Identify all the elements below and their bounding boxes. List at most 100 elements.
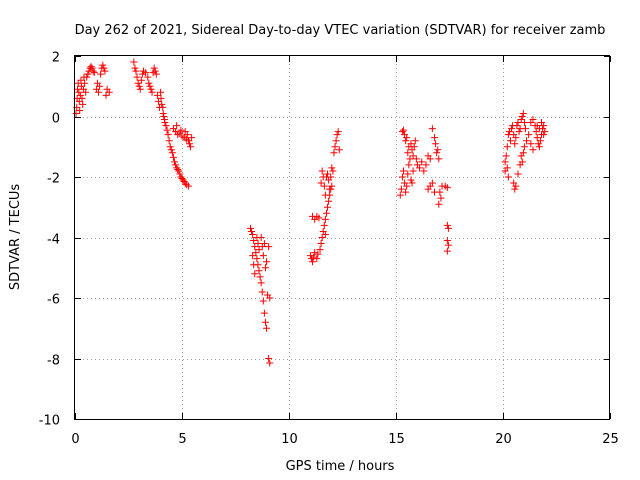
data-point <box>521 125 529 133</box>
data-point <box>416 164 424 172</box>
data-point <box>523 137 531 145</box>
data-point <box>160 113 168 120</box>
data-point <box>157 88 165 96</box>
data-point <box>167 146 175 154</box>
data-point <box>250 261 258 269</box>
data-point <box>330 149 338 157</box>
data-point <box>266 294 274 302</box>
data-point <box>133 73 141 81</box>
data-point <box>396 191 404 199</box>
data-point <box>311 249 319 257</box>
data-point <box>173 122 181 130</box>
data-point <box>90 69 98 77</box>
data-point <box>404 149 412 157</box>
data-point <box>412 155 420 163</box>
data-point <box>176 170 184 178</box>
data-point <box>529 146 537 154</box>
data-point <box>158 100 166 108</box>
data-point <box>252 249 260 257</box>
data-point <box>519 109 527 117</box>
data-point <box>434 146 442 154</box>
data-point <box>317 240 325 248</box>
data-point <box>76 91 84 99</box>
data-point <box>81 79 89 87</box>
data-point <box>322 209 330 217</box>
data-point <box>512 134 520 142</box>
data-point <box>437 194 445 202</box>
data-point <box>444 241 452 249</box>
data-point <box>309 258 317 266</box>
chart-title: Day 262 of 2021, Sidereal Day-to-day VTE… <box>75 23 606 38</box>
data-point <box>409 152 417 160</box>
data-point <box>333 131 341 139</box>
data-point <box>324 170 332 178</box>
data-point <box>321 215 329 223</box>
data-point <box>250 237 258 245</box>
data-point <box>410 143 418 151</box>
data-point <box>443 221 451 229</box>
x-tick-label: 15 <box>388 432 405 447</box>
data-point <box>519 149 527 157</box>
data-point <box>151 67 159 75</box>
data-point <box>316 246 324 254</box>
data-point <box>536 137 544 145</box>
data-point <box>181 179 189 187</box>
data-point <box>171 158 179 166</box>
data-point <box>525 131 533 139</box>
data-point <box>398 173 406 181</box>
data-point <box>518 158 526 166</box>
data-point <box>321 191 329 199</box>
data-point <box>514 119 522 127</box>
plot-frame <box>74 55 610 420</box>
data-point <box>503 164 511 172</box>
data-point <box>251 243 259 251</box>
data-point <box>134 79 142 87</box>
data-point <box>313 255 321 263</box>
data-point <box>150 64 158 72</box>
data-point <box>403 134 411 142</box>
data-point <box>321 230 329 238</box>
x-tick-label: 5 <box>178 432 186 447</box>
data-point <box>518 113 526 120</box>
data-point <box>532 128 540 136</box>
data-point <box>96 82 104 90</box>
data-point <box>332 137 340 145</box>
data-point <box>397 185 405 193</box>
data-point <box>260 240 268 248</box>
data-point <box>431 134 439 142</box>
data-point <box>83 73 91 81</box>
data-point <box>89 67 97 75</box>
data-point <box>162 122 170 130</box>
data-point <box>520 143 528 151</box>
y-axis-label: SDTVAR / TECUs <box>8 184 23 291</box>
data-point <box>426 155 434 163</box>
data-point <box>87 63 95 71</box>
data-point <box>407 176 415 184</box>
data-point <box>131 64 139 72</box>
data-point <box>82 88 90 96</box>
data-point <box>306 252 314 260</box>
y-tick-label: -4 <box>47 233 60 248</box>
data-point <box>152 70 160 78</box>
data-point <box>527 140 535 148</box>
data-point <box>172 161 180 169</box>
data-point <box>257 234 265 241</box>
data-point <box>169 153 177 161</box>
data-point <box>260 309 268 317</box>
data-point <box>166 143 174 151</box>
data-point <box>314 250 322 258</box>
data-point <box>335 146 343 154</box>
y-tick-label: -2 <box>47 172 60 187</box>
data-point <box>153 91 161 99</box>
data-point <box>79 100 87 108</box>
data-point <box>520 119 528 127</box>
data-point <box>249 252 257 260</box>
data-point <box>428 179 436 187</box>
data-point <box>320 221 328 229</box>
data-point <box>422 161 430 169</box>
data-point <box>265 243 273 251</box>
data-point <box>407 140 415 148</box>
data-point <box>255 246 263 254</box>
data-point <box>418 158 426 166</box>
data-point <box>132 67 140 75</box>
